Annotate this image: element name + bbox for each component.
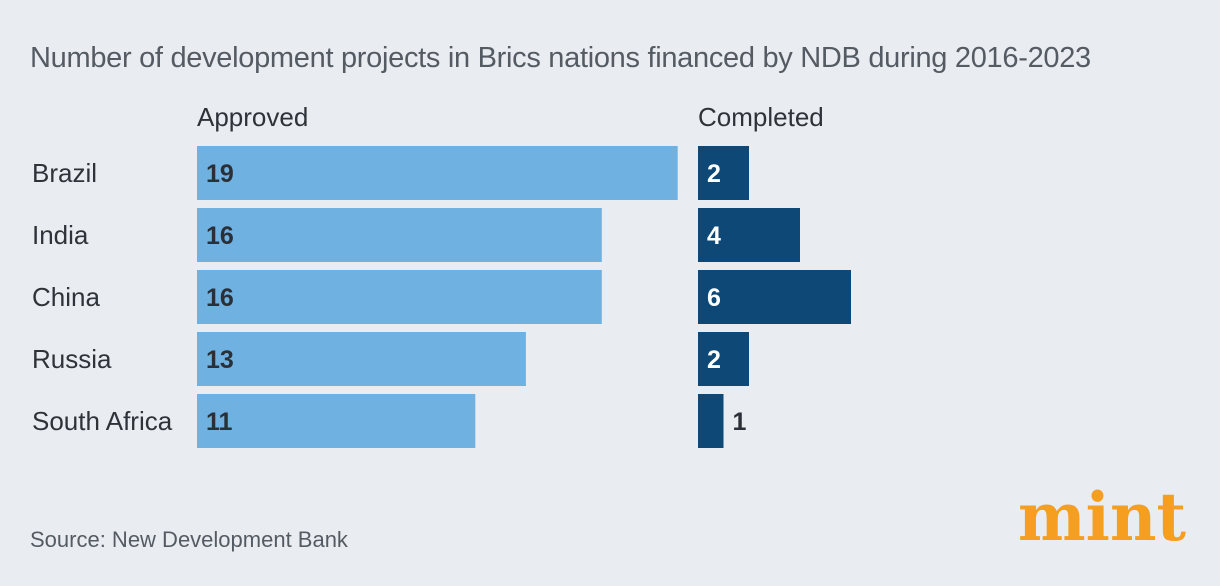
category-label: India bbox=[32, 220, 89, 250]
approved-bar bbox=[197, 332, 526, 386]
category-label: China bbox=[32, 282, 100, 312]
approved-bar bbox=[197, 146, 678, 200]
approved-value-label: 13 bbox=[206, 346, 234, 374]
approved-bar bbox=[197, 208, 602, 262]
completed-value-label: 1 bbox=[733, 408, 747, 436]
completed-bar bbox=[698, 394, 724, 448]
source-note: Source: New Development Bank bbox=[30, 527, 348, 552]
completed-bar bbox=[698, 146, 749, 200]
completed-bar bbox=[698, 208, 800, 262]
approved-value-label: 16 bbox=[206, 222, 234, 250]
completed-value-label: 2 bbox=[707, 346, 721, 374]
completed-bar bbox=[698, 270, 851, 324]
completed-value-label: 2 bbox=[707, 160, 721, 188]
completed-bar bbox=[698, 332, 749, 386]
approved-column-header: Approved bbox=[197, 102, 309, 132]
category-label: Brazil bbox=[32, 158, 97, 188]
completed-column-header: Completed bbox=[698, 102, 824, 132]
approved-value-label: 19 bbox=[206, 160, 234, 188]
completed-value-label: 4 bbox=[707, 222, 721, 250]
category-label: South Africa bbox=[32, 406, 173, 436]
approved-bar bbox=[197, 394, 476, 448]
category-label: Russia bbox=[32, 344, 112, 374]
approved-value-label: 16 bbox=[206, 284, 234, 312]
completed-value-label: 6 bbox=[707, 284, 721, 312]
mint-logo: mint bbox=[1018, 478, 1186, 550]
approved-bar bbox=[197, 270, 602, 324]
chart-title: Number of development projects in Brics … bbox=[30, 42, 1091, 74]
approved-value-label: 11 bbox=[206, 408, 233, 436]
svg-text:mint: mint bbox=[1018, 478, 1186, 550]
